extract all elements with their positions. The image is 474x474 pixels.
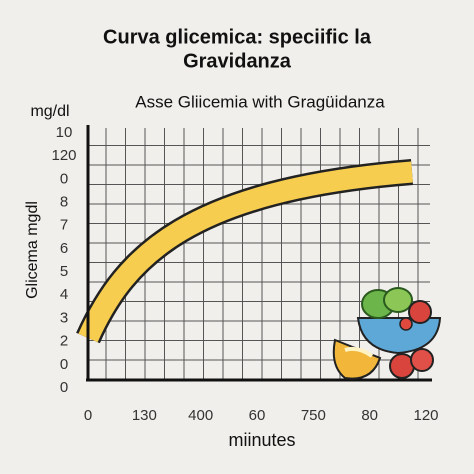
y-tick-label: 2 xyxy=(60,333,68,350)
y-axis-label: Glicema mgdl xyxy=(24,201,41,299)
x-tick-label: 0 xyxy=(84,407,92,424)
y-tick-label: 0 xyxy=(60,170,68,187)
curve xyxy=(78,161,413,343)
y-tick-label: 8 xyxy=(60,194,68,211)
y-tick-label: 4 xyxy=(60,286,68,303)
chart-subtitle: Asse Gliicemia with Gragüidanza xyxy=(135,92,385,111)
x-tick-label: 750 xyxy=(301,407,326,424)
x-tick-label: 400 xyxy=(188,407,213,424)
x-tick-label: 130 xyxy=(132,407,157,424)
y-tick-label: 6 xyxy=(60,240,68,257)
y-tick-label: 7 xyxy=(60,217,68,234)
x-tick-label: 120 xyxy=(413,407,438,424)
y-tick-label: 10 xyxy=(56,124,73,141)
y-tick-label: 0 xyxy=(60,356,68,373)
x-axis-label: miinutes xyxy=(228,430,295,450)
unit-label: mg/dl xyxy=(30,103,69,120)
x-tick-label: 80 xyxy=(361,407,378,424)
y-tick-label: 5 xyxy=(60,263,68,280)
chart-title: Curva glicemica: speciific la xyxy=(103,26,372,48)
salad-icon xyxy=(332,287,442,380)
y-tick-label: 120 xyxy=(51,147,76,164)
x-tick-label: 60 xyxy=(249,407,266,424)
y-tick-label: 0 xyxy=(60,379,68,396)
y-tick-label: 3 xyxy=(60,309,68,326)
chart-title-line2: Gravidanza xyxy=(183,50,292,72)
